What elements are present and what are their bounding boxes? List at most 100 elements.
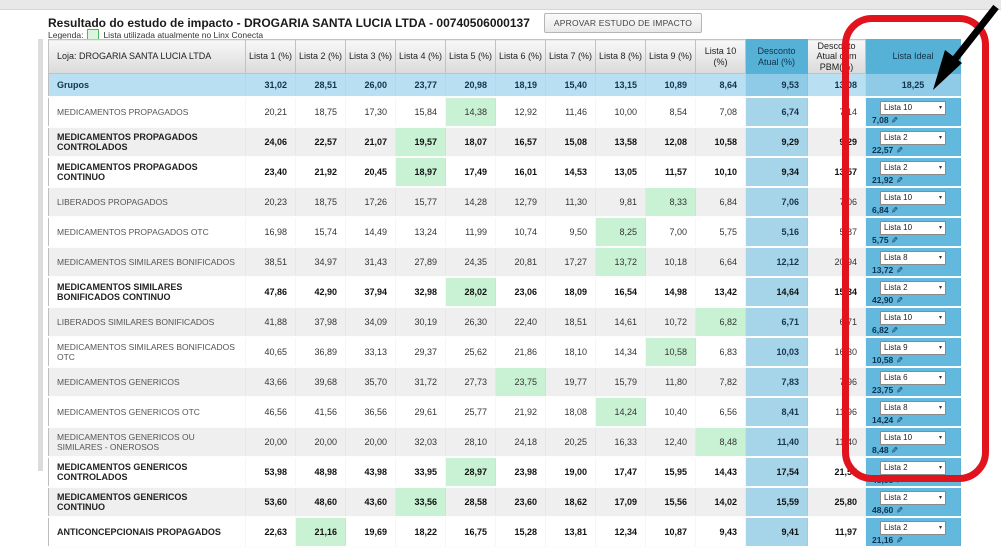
lista-ideal-select[interactable]: Lista 10 ▾ (880, 190, 946, 205)
desconto-pbm-value: 9,29 (807, 127, 866, 159)
lista-ideal-cell: Lista 2 ▾ 21,16 ✎ (865, 517, 961, 548)
row-label: MEDICAMENTOS GENERICOS (48, 367, 246, 399)
edit-icon[interactable]: ✎ (895, 294, 903, 305)
edit-icon[interactable]: ✎ (890, 234, 899, 245)
lista-7-value: 13,81 (545, 517, 596, 548)
edit-icon[interactable]: ✎ (895, 504, 903, 515)
current-list-cell: 23,75 (495, 367, 546, 399)
lista-8-value: 13,58 (595, 127, 646, 159)
current-list-cell: 14,24 (595, 397, 646, 429)
lista-ideal-selected-option: Lista 2 (884, 493, 908, 503)
lista-1-value: 16,98 (245, 217, 296, 249)
edit-icon[interactable]: ✎ (895, 264, 903, 275)
lista-ideal-select[interactable]: Lista 2 ▾ (880, 520, 946, 535)
current-list-cell: 28,02 (445, 277, 496, 309)
table-row: MEDICAMENTOS SIMILARES BONIFICADOS OTC 40… (48, 337, 961, 369)
lista-8-value: 12,34 (595, 517, 646, 548)
lista-3-value: 43,98 (345, 457, 396, 489)
lista-10-value: 9,43 (695, 517, 746, 548)
lista-3-value: 20,45 (345, 157, 396, 189)
left-gutter (38, 39, 43, 471)
edit-icon[interactable]: ✎ (895, 174, 903, 185)
lista-ideal-selected-option: Lista 10 (884, 433, 913, 443)
row-label: MEDICAMENTOS SIMILARES BONIFICADOS (48, 247, 246, 279)
col-header-loja: Loja: DROGARIA SANTA LUCIA LTDA (48, 38, 246, 75)
lista-10-value: 10,10 (695, 157, 746, 189)
lista-ideal-select[interactable]: Lista 10 ▾ (880, 430, 946, 445)
lista-ideal-value: 6,82 ✎ (868, 324, 958, 335)
lista-ideal-selected-option: Lista 8 (884, 253, 908, 263)
lista-ideal-select[interactable]: Lista 10 ▾ (880, 100, 946, 115)
lista-9-value: 10,18 (645, 247, 696, 279)
current-list-cell: 33,56 (395, 487, 446, 519)
lista-ideal-cell: Lista 2 ▾ 21,92 ✎ (865, 157, 961, 189)
lista-4-value: 18,22 (395, 517, 446, 548)
edit-icon[interactable]: ✎ (895, 534, 903, 545)
lista-7-value: 20,25 (545, 427, 596, 459)
chevron-down-icon: ▾ (938, 495, 942, 502)
lista-1-value: 40,65 (245, 337, 296, 369)
edit-icon[interactable]: ✎ (890, 204, 899, 215)
lista-1-value: 53,98 (245, 457, 296, 489)
desconto-pbm-value: 16,30 (807, 337, 866, 369)
lista-5-value: 26,30 (445, 307, 496, 339)
grupos-row: Grupos 31,02 28,51 26,00 23,77 20,98 18,19 15,4… (48, 73, 961, 99)
lista-ideal-select[interactable]: Lista 10 ▾ (880, 220, 946, 235)
lista-ideal-value: 21,92 ✎ (868, 174, 958, 185)
row-label: MEDICAMENTOS SIMILARES BONIFICADOS OTC (48, 337, 246, 369)
lista-ideal-select[interactable]: Lista 2 ▾ (880, 130, 946, 145)
edit-icon[interactable]: ✎ (890, 444, 899, 455)
legend-text: Lista utilizada atualmente no Linx Conec… (103, 30, 264, 40)
lista-9-value: 15,95 (645, 457, 696, 489)
edit-icon[interactable]: ✎ (890, 114, 899, 125)
table-row: MEDICAMENTOS GENERICOS CONTINUO 53,60 48,6… (48, 487, 961, 519)
desconto-pbm-value: 13,57 (807, 157, 866, 189)
approve-study-button[interactable]: APROVAR ESTUDO DE IMPACTO (543, 13, 703, 33)
ideal-percentage: 6,82 (872, 324, 891, 335)
lista-ideal-cell: Lista 6 ▾ 23,75 ✎ (865, 367, 961, 399)
lista-10-value: 6,83 (695, 337, 746, 369)
lista-3-value: 17,26 (345, 187, 396, 219)
edit-icon[interactable]: ✎ (895, 414, 903, 425)
lista-ideal-select[interactable]: Lista 2 ▾ (880, 280, 946, 295)
lista-1-value: 43,66 (245, 367, 296, 399)
lista-7-value: 15,08 (545, 127, 596, 159)
current-list-cell: 19,57 (395, 127, 446, 159)
lista-4-value: 32,98 (395, 277, 446, 309)
lista-ideal-selected-option: Lista 10 (884, 313, 913, 323)
lista-6-value: 21,92 (495, 397, 546, 429)
lista-ideal-select[interactable]: Lista 2 ▾ (880, 160, 946, 175)
row-label: MEDICAMENTOS GENERICOS OU SIMILARES - ON… (48, 427, 246, 459)
grupos-desconto-atual: 9,53 (745, 73, 808, 99)
lista-ideal-select[interactable]: Lista 8 ▾ (880, 400, 946, 415)
lista-8-value: 14,61 (595, 307, 646, 339)
lista-ideal-select[interactable]: Lista 8 ▾ (880, 250, 946, 265)
edit-icon[interactable]: ✎ (895, 144, 903, 155)
grupos-lista-10-value: 8,64 (695, 73, 746, 99)
lista-7-value: 18,08 (545, 397, 596, 429)
lista-ideal-select[interactable]: Lista 6 ▾ (880, 370, 946, 385)
lista-4-value: 27,89 (395, 247, 446, 279)
row-label: MEDICAMENTOS SIMILARES BONIFICADOS CONTI… (48, 277, 246, 309)
lista-ideal-select[interactable]: Lista 2 ▾ (880, 460, 946, 475)
edit-icon[interactable]: ✎ (895, 384, 903, 395)
row-label: MEDICAMENTOS PROPAGADOS (48, 97, 246, 129)
edit-icon[interactable]: ✎ (895, 474, 903, 485)
lista-6-value: 21,86 (495, 337, 546, 369)
lista-ideal-select[interactable]: Lista 9 ▾ (880, 340, 946, 355)
lista-ideal-select[interactable]: Lista 2 ▾ (880, 490, 946, 505)
lista-7-value: 18,09 (545, 277, 596, 309)
grupos-lista-2-value: 28,51 (295, 73, 346, 99)
lista-7-value: 11,46 (545, 97, 596, 129)
lista-ideal-select[interactable]: Lista 10 ▾ (880, 310, 946, 325)
lista-ideal-selected-option: Lista 2 (884, 283, 908, 293)
lista-5-value: 18,07 (445, 127, 496, 159)
desconto-atual-value: 9,29 (745, 127, 808, 159)
lista-6-value: 12,92 (495, 97, 546, 129)
ideal-percentage: 42,90 (872, 294, 896, 305)
edit-icon[interactable]: ✎ (890, 324, 899, 335)
lista-2-value: 21,92 (295, 157, 346, 189)
edit-icon[interactable]: ✎ (895, 354, 903, 365)
table-row: LIBERADOS SIMILARES BONIFICADOS 41,88 37,9… (48, 307, 961, 339)
chevron-down-icon: ▾ (938, 315, 942, 322)
